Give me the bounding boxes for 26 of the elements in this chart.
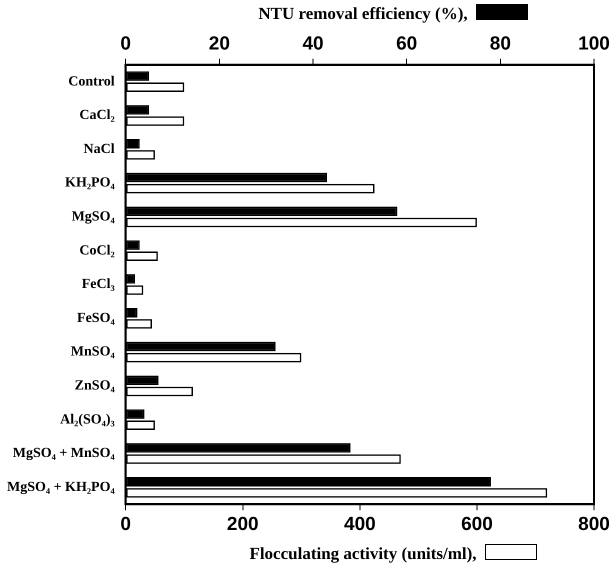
x-tick-label: 400 (344, 514, 376, 535)
x2-tick-label: 100 (578, 34, 610, 55)
y-tick-label: MgSO₄ + MnSO₄ (12, 446, 116, 462)
x2-tick-label: 20 (208, 34, 230, 55)
x-axis-title: Flocculating activity (units/ml), (248, 544, 478, 564)
x2-tick-label: 0 (120, 34, 131, 55)
x-tick-label: 600 (461, 514, 493, 535)
y-tick-label: Control (68, 74, 115, 90)
x2-tick-label: 60 (396, 34, 418, 55)
y-tick-label: FeCl₃ (82, 277, 115, 292)
y-tick-label: KH₂PO₄ (65, 176, 116, 191)
y-tick-label: CoCl₂ (79, 243, 115, 258)
x-tick-label: 0 (120, 514, 131, 535)
x-tick-label: 200 (226, 514, 259, 535)
y-tick-label: ZnSO₄ (74, 378, 116, 394)
y-tick-label: FeSO₄ (77, 310, 116, 326)
x2-tick-label: 80 (490, 34, 511, 55)
x2-axis-title: NTU removal efficiency (%), (257, 4, 469, 24)
y-tick-label: CaCl₂ (79, 108, 115, 124)
y-tick-label: MgSO₄ (72, 210, 116, 225)
y-tick-label: MgSO₄ + KH₂PO₄ (6, 480, 116, 495)
y-tick-label: MnSO₄ (70, 344, 116, 360)
x-tick-label: 800 (578, 514, 610, 535)
y-tick-label: NaCl (84, 142, 115, 157)
x2-tick-label: 40 (302, 34, 324, 55)
y-tick-label: Al₂(SO₄)₃ (60, 412, 115, 428)
